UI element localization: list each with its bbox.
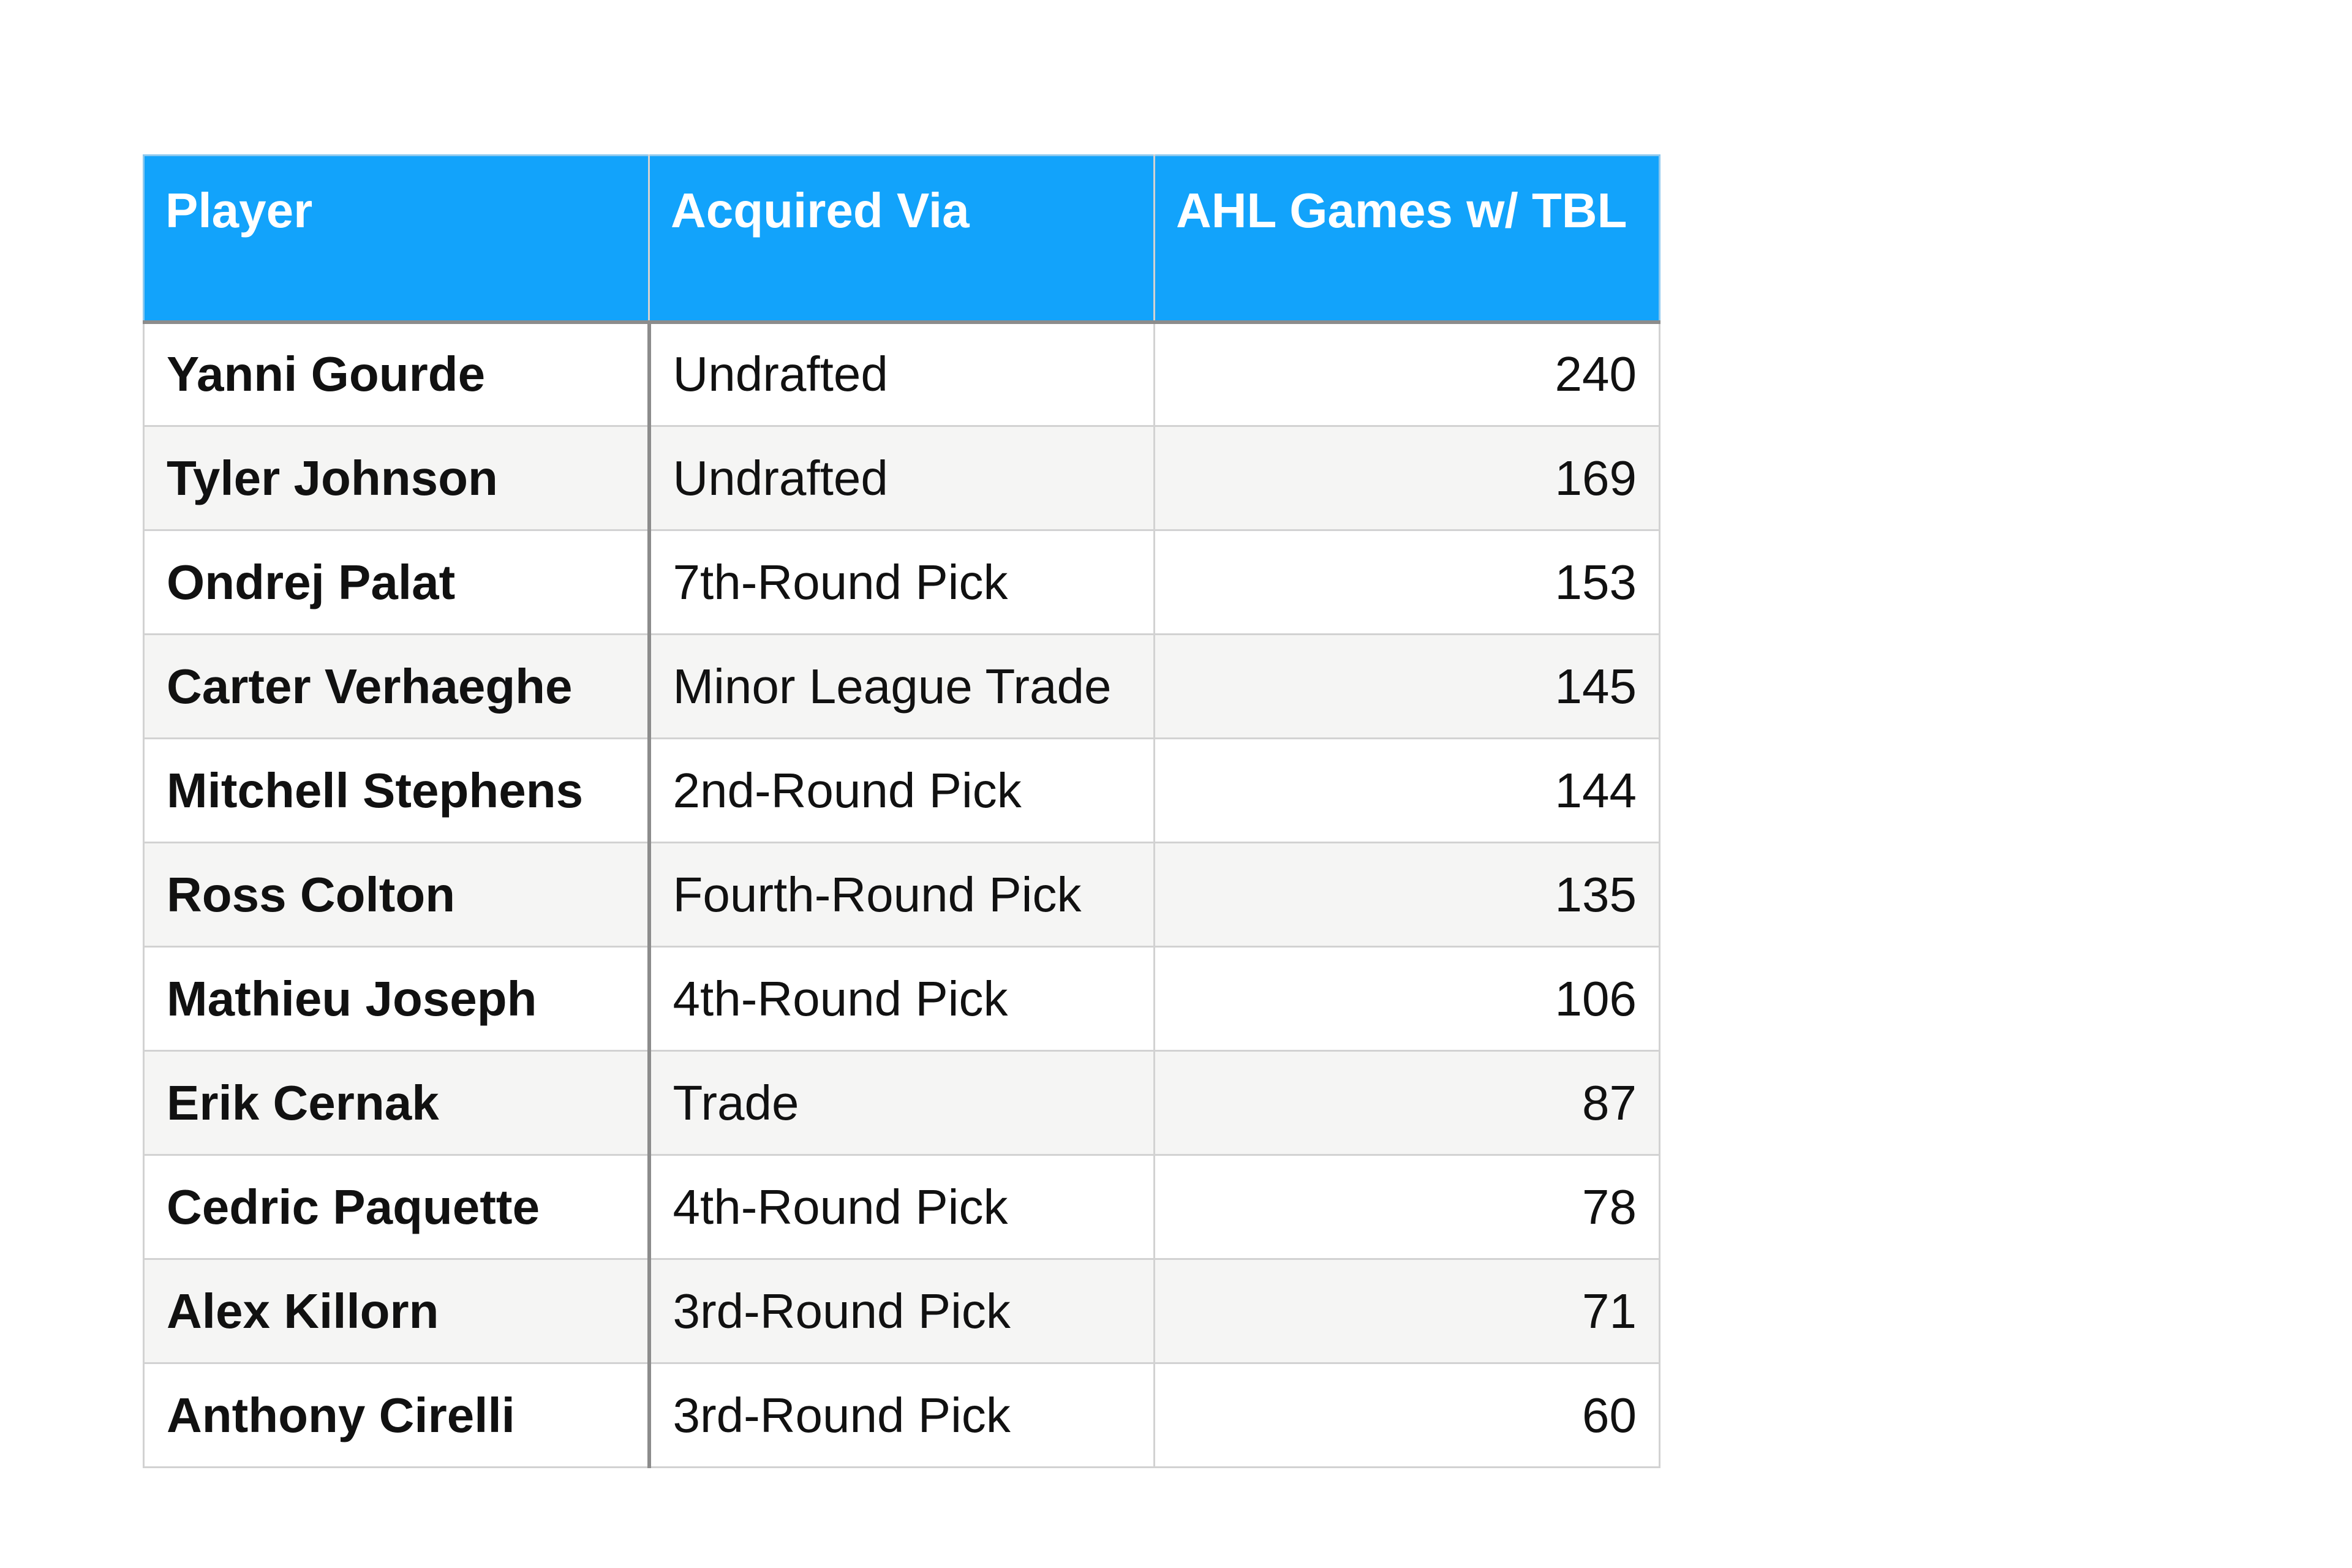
table-row: Alex Killorn 3rd-Round Pick 71 [143,1258,1660,1364]
table-body: Yanni Gourde Undrafted 240 Tyler Johnson Und… [143,321,1660,1468]
table-row: Carter Verhaeghe Minor League Trade 145 [143,633,1660,739]
cell-ahl-games: 135 [1153,842,1660,948]
cell-acquired-via: 4th-Round Pick [648,946,1155,1052]
cell-player: Cedric Paquette [143,1154,651,1260]
table-header: Player Acquired Via AHL Games w/ TBL [143,154,1660,324]
cell-ahl-games: 153 [1153,529,1660,635]
table-row: Erik Cernak Trade 87 [143,1050,1660,1156]
table-row: Mathieu Joseph 4th-Round Pick 106 [143,946,1660,1052]
cell-ahl-games: 87 [1153,1050,1660,1156]
cell-acquired-via: 7th-Round Pick [648,529,1155,635]
cell-player: Erik Cernak [143,1050,651,1156]
cell-player: Mitchell Stephens [143,737,651,843]
players-table-container: Player Acquired Via AHL Games w/ TBL Yan… [143,154,1660,1468]
table-row: Ross Colton Fourth-Round Pick 135 [143,842,1660,948]
cell-ahl-games: 71 [1153,1258,1660,1364]
column-header-acquired-via: Acquired Via [648,154,1155,324]
header-row: Player Acquired Via AHL Games w/ TBL [143,154,1660,324]
cell-acquired-via: 3rd-Round Pick [648,1258,1155,1364]
cell-ahl-games: 169 [1153,425,1660,531]
cell-acquired-via: Trade [648,1050,1155,1156]
cell-acquired-via: 4th-Round Pick [648,1154,1155,1260]
cell-player: Ondrej Palat [143,529,651,635]
table-row: Cedric Paquette 4th-Round Pick 78 [143,1154,1660,1260]
cell-ahl-games: 240 [1153,321,1660,427]
table-row: Tyler Johnson Undrafted 169 [143,425,1660,531]
cell-acquired-via: 2nd-Round Pick [648,737,1155,843]
cell-player: Mathieu Joseph [143,946,651,1052]
cell-acquired-via: Undrafted [648,425,1155,531]
cell-player: Tyler Johnson [143,425,651,531]
cell-acquired-via: Minor League Trade [648,633,1155,739]
column-header-player: Player [143,154,650,324]
table-row: Anthony Cirelli 3rd-Round Pick 60 [143,1362,1660,1468]
table-row: Yanni Gourde Undrafted 240 [143,321,1660,427]
cell-ahl-games: 60 [1153,1362,1660,1468]
cell-acquired-via: 3rd-Round Pick [648,1362,1155,1468]
cell-ahl-games: 78 [1153,1154,1660,1260]
column-header-ahl-games: AHL Games w/ TBL [1153,154,1660,324]
cell-acquired-via: Undrafted [648,321,1155,427]
cell-ahl-games: 106 [1153,946,1660,1052]
cell-player: Carter Verhaeghe [143,633,651,739]
cell-player: Anthony Cirelli [143,1362,651,1468]
cell-ahl-games: 144 [1153,737,1660,843]
cell-player: Alex Killorn [143,1258,651,1364]
cell-ahl-games: 145 [1153,633,1660,739]
table-row: Mitchell Stephens 2nd-Round Pick 144 [143,737,1660,843]
cell-player: Ross Colton [143,842,651,948]
table-row: Ondrej Palat 7th-Round Pick 153 [143,529,1660,635]
cell-acquired-via: Fourth-Round Pick [648,842,1155,948]
players-table: Player Acquired Via AHL Games w/ TBL Yan… [143,154,1660,1468]
cell-player: Yanni Gourde [143,321,651,427]
